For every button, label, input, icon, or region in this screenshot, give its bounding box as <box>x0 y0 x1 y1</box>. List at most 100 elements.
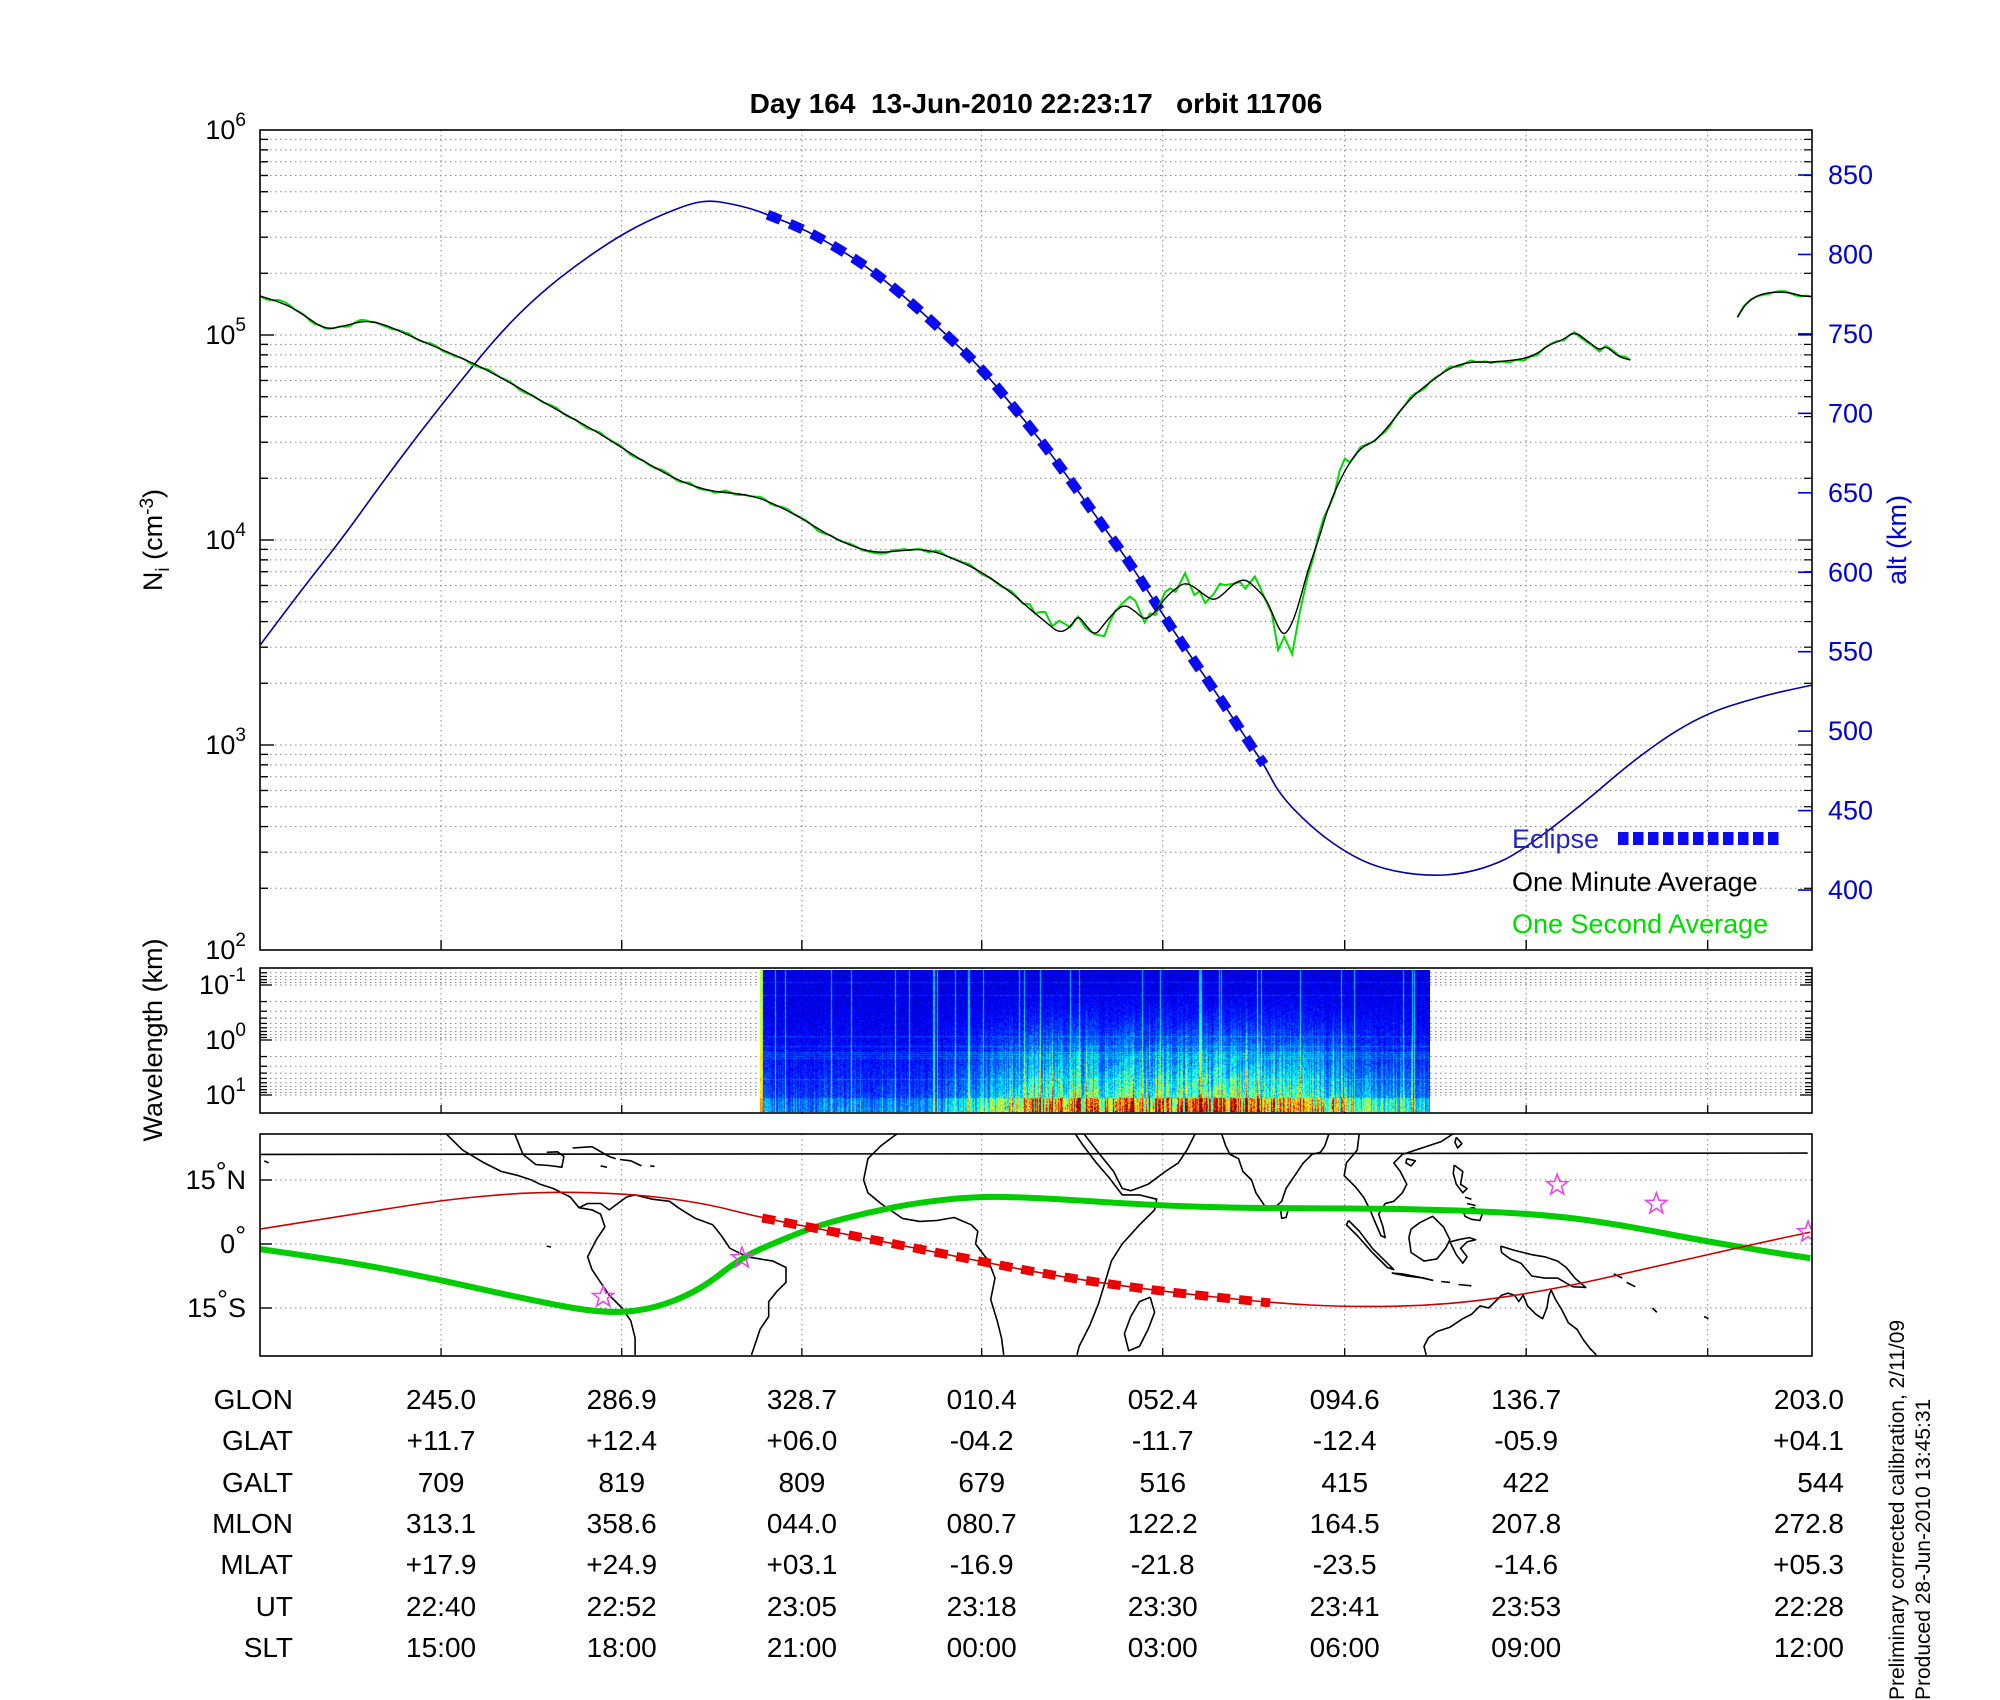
table-cell-GLAT-1: +12.4 <box>586 1425 658 1456</box>
table-cell-GLON-4: 052.4 <box>1127 1384 1198 1415</box>
table-cell-SLT-7: 12:00 <box>1773 1632 1844 1663</box>
alt-tick-label: 700 <box>1828 398 1873 428</box>
alt-tick-label: 750 <box>1828 319 1873 349</box>
coastline <box>1626 1281 1636 1288</box>
table-cell-UT-3: 23:18 <box>946 1591 1017 1622</box>
table-cell-GALT-4: 516 <box>1139 1467 1187 1498</box>
table-cell-MLAT-6: -14.6 <box>1494 1549 1559 1580</box>
coastline <box>1391 1272 1434 1282</box>
coastline <box>263 1160 269 1164</box>
legend-second-label: One Second Average <box>1512 909 1768 939</box>
map-lat-label: 0° <box>220 1221 246 1259</box>
wl-tick-label: 10-1 <box>199 965 246 1000</box>
page-title: Day 164 13-Jun-2010 22:23:17 orbit 11706 <box>749 88 1323 119</box>
map-frame <box>259 1133 1813 1357</box>
table-cell-GLAT-0: +11.7 <box>406 1425 476 1456</box>
coastline <box>1449 1236 1477 1264</box>
coastline <box>513 1134 565 1168</box>
coastline <box>1083 1134 1196 1192</box>
table-cell-GLON-0: 245.0 <box>406 1384 477 1415</box>
star-icon <box>590 1283 616 1308</box>
table-cell-MLAT-1: +24.9 <box>586 1549 658 1580</box>
alt-tick-label: 800 <box>1828 239 1873 269</box>
table-cell-SLT-3: 00:00 <box>946 1632 1017 1663</box>
ni-minute-wrap <box>1736 291 1812 318</box>
alt-tick-label: 550 <box>1828 637 1873 667</box>
coastline <box>1452 1164 1468 1194</box>
table-cell-GALT-3: 679 <box>958 1467 1006 1498</box>
alt-tick-label: 600 <box>1828 557 1873 587</box>
table-cell-MLAT-0: +17.9 <box>405 1549 477 1580</box>
table-cell-GLAT-3: -04.2 <box>949 1425 1014 1456</box>
legend-eclipse-swatch <box>1753 832 1764 845</box>
coastline <box>1441 1280 1450 1284</box>
wl-tick-label: 101 <box>205 1075 246 1110</box>
green-orbit-track <box>260 1193 1811 1315</box>
coastline <box>862 1134 1005 1356</box>
table-cell-MLON-3: 080.7 <box>946 1508 1017 1539</box>
coastline <box>1458 1283 1472 1287</box>
table-cell-UT-5: 23:41 <box>1309 1591 1380 1622</box>
coastline <box>1123 1296 1156 1352</box>
legend-eclipse-swatch <box>1633 832 1644 845</box>
coastline <box>1651 1307 1658 1313</box>
legend-eclipse-swatch <box>1618 832 1629 845</box>
table-cell-GLAT-4: -11.7 <box>1131 1425 1194 1456</box>
table-cell-SLT-1: 18:00 <box>586 1632 657 1663</box>
coastline <box>1464 1196 1472 1200</box>
ni-tick-label: 105 <box>205 315 246 350</box>
legend-eclipse-swatch <box>1693 832 1704 845</box>
table-cell-GALT-2: 809 <box>778 1467 826 1498</box>
table-cell-GLON-6: 136.7 <box>1491 1384 1562 1415</box>
red-orbit-track <box>260 1191 1811 1308</box>
curves <box>260 200 1812 877</box>
table-cell-GLAT-7: +04.1 <box>1773 1425 1844 1456</box>
alt-tick-label: 400 <box>1828 875 1873 905</box>
table-cell-SLT-2: 21:00 <box>766 1632 837 1663</box>
legend: Eclipse One Minute Average One Second Aver… <box>1512 824 1779 939</box>
map-lat-label: 15°S <box>187 1285 246 1323</box>
coastline <box>1613 1273 1623 1279</box>
ni-tick-label: 104 <box>205 520 246 555</box>
map-content <box>260 1134 1812 1356</box>
star-icon <box>729 1244 755 1269</box>
alt-tick-label: 500 <box>1828 716 1873 746</box>
coastline <box>578 1194 787 1356</box>
legend-eclipse-label: Eclipse <box>1512 824 1599 854</box>
ni-alt-plot: 106 105 104 103 102 850 800 750 700 650 600 550 500 4… <box>137 110 1912 965</box>
table-cell-MLAT-4: -21.8 <box>1130 1549 1195 1580</box>
table-cell-GLON-3: 010.4 <box>946 1384 1017 1415</box>
table-cell-MLON-1: 358.6 <box>586 1508 657 1539</box>
coastline <box>1499 1245 1587 1289</box>
coastline <box>1074 1134 1158 1356</box>
table-cell-GALT-7: 544 <box>1797 1467 1844 1498</box>
table-cell-UT-6: 23:53 <box>1491 1591 1562 1622</box>
legend-eclipse-swatch <box>1648 832 1659 845</box>
ni-second-curve <box>260 295 1631 658</box>
table-cell-MLAT-2: +03.1 <box>766 1549 838 1580</box>
legend-eclipse-swatch <box>1768 832 1779 845</box>
table-cell-GALT-0: 709 <box>417 1467 465 1498</box>
ni-tick-label: 103 <box>205 725 246 760</box>
table-cell-GLAT-2: +06.0 <box>766 1425 838 1456</box>
table-row-label-UT: UT <box>255 1591 293 1622</box>
coastline <box>1408 1215 1451 1262</box>
table-cell-UT-4: 23:30 <box>1127 1591 1198 1622</box>
table-cell-MLON-2: 044.0 <box>766 1508 837 1539</box>
ni-tick-label: 102 <box>205 930 246 965</box>
table-cell-SLT-5: 06:00 <box>1309 1632 1380 1663</box>
star-icon <box>1795 1218 1812 1243</box>
coastline <box>1703 1315 1709 1320</box>
coastline <box>1345 1219 1395 1271</box>
produced-note: Produced 28-Jun-2010 13:45:31 <box>1912 1398 1935 1700</box>
coastline <box>1405 1157 1417 1167</box>
coastline <box>1454 1136 1463 1149</box>
table-cell-SLT-6: 09:00 <box>1491 1632 1562 1663</box>
table-row-label-GLON: GLON <box>213 1384 293 1415</box>
table-cell-MLON-7: 272.8 <box>1773 1508 1844 1539</box>
alt-tick-label: 450 <box>1828 796 1873 826</box>
legend-eclipse-swatch <box>1738 832 1749 845</box>
table-row-label-GLAT: GLAT <box>221 1425 293 1456</box>
table-cell-GLAT-6: -05.9 <box>1494 1425 1559 1456</box>
table-cell-SLT-4: 03:00 <box>1127 1632 1198 1663</box>
